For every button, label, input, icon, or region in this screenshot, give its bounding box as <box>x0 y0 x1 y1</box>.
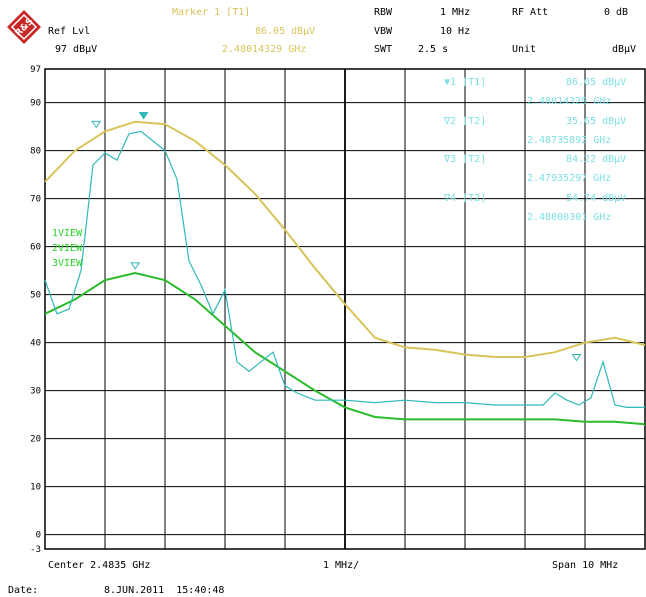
trace-label-1: 1VIEW <box>52 228 83 239</box>
y-tick-label: 10 <box>30 483 41 493</box>
y-tick-label: 20 <box>30 435 41 445</box>
marker-2-name: 2 [T2] <box>450 116 487 127</box>
y-tick-label: 0 <box>36 531 41 541</box>
marker-4-level: 54.74 dBµV <box>566 193 627 204</box>
swt-value: 2.5 s <box>418 44 449 55</box>
plot-grid <box>44 68 646 550</box>
y-tick-label: 60 <box>30 243 41 253</box>
rf-att-label: RF Att <box>512 7 549 18</box>
y-tick-label: 30 <box>30 387 41 397</box>
marker-1-name: 1 [T1] <box>450 77 487 88</box>
ref-lvl-value: 97 dBµV <box>55 44 98 55</box>
date-value: 8.JUN.2011 15:40:48 <box>104 585 225 596</box>
trace-label-3: 3VIEW <box>52 258 83 269</box>
marker-2-freq: 2.48735892 GHz <box>527 135 612 146</box>
marker-2-level: 35.65 dBµV <box>566 116 627 127</box>
marker-1-label: ▼1 [T1] <box>444 77 487 88</box>
y-tick-labels: -3 0 10 20 30 40 50 60 70 80 90 97 <box>30 65 41 555</box>
y-tick-label: 97 <box>30 65 41 75</box>
center-frequency: Center 2.4835 GHz <box>48 560 151 571</box>
y-tick-label: 40 <box>30 339 41 349</box>
ref-lvl-label: Ref Lvl <box>48 26 91 37</box>
marker-symbol-3 <box>130 262 141 270</box>
marker-frequency: 2.48014329 GHz <box>222 44 307 55</box>
rbw-label: RBW <box>374 7 393 18</box>
y-tick-label: 80 <box>30 147 41 157</box>
marker-symbol-1 <box>138 112 149 120</box>
trace-line-3 <box>44 130 645 408</box>
swt-label: SWT <box>374 44 393 55</box>
unit-value: dBµV <box>612 44 637 55</box>
marker-symbols <box>91 112 582 362</box>
trace-line-2 <box>44 271 646 426</box>
marker-symbol-2 <box>91 120 102 129</box>
marker-symbol-4 <box>571 353 582 362</box>
trace-label-2: 2VIEW <box>52 243 83 254</box>
marker-3-freq: 2.47935297 GHz <box>527 173 612 184</box>
marker-3-level: 84.22 dBµV <box>566 154 627 165</box>
marker-4-label: ∇4 [T2] <box>444 193 487 204</box>
marker-3-label: ∇3 [T2] <box>444 154 487 165</box>
y-tick-label: -3 <box>30 545 41 555</box>
trace-line-1 <box>44 120 646 358</box>
marker-2-label: ∇2 [T2] <box>444 116 487 127</box>
marker-1-freq: 2.48014329 GHz <box>527 96 612 107</box>
marker-4-name: 4 [T2] <box>450 193 487 204</box>
marker-level: 86.05 dBµV <box>255 26 316 37</box>
rf-att-value: 0 dB <box>604 7 629 18</box>
date-label: Date: <box>8 585 39 596</box>
rbw-value: 1 MHz <box>440 7 471 18</box>
marker-4-freq: 2.48000301 GHz <box>527 212 612 223</box>
frequency-span: Span 10 MHz <box>552 560 619 571</box>
marker-3-name: 3 [T2] <box>450 154 487 165</box>
y-tick-label: 50 <box>30 291 41 301</box>
y-tick-label: 90 <box>30 99 41 109</box>
marker-1-level: 86.05 dBµV <box>566 77 627 88</box>
unit-label: Unit <box>512 44 537 55</box>
marker-title: Marker 1 [T1] <box>172 7 251 18</box>
frequency-per-division: 1 MHz/ <box>323 560 360 571</box>
y-tick-label: 70 <box>30 195 41 205</box>
vbw-value: 10 Hz <box>440 26 471 37</box>
vbw-label: VBW <box>374 26 393 37</box>
rs-logo: R&S <box>7 10 41 44</box>
plot-traces <box>44 120 646 426</box>
